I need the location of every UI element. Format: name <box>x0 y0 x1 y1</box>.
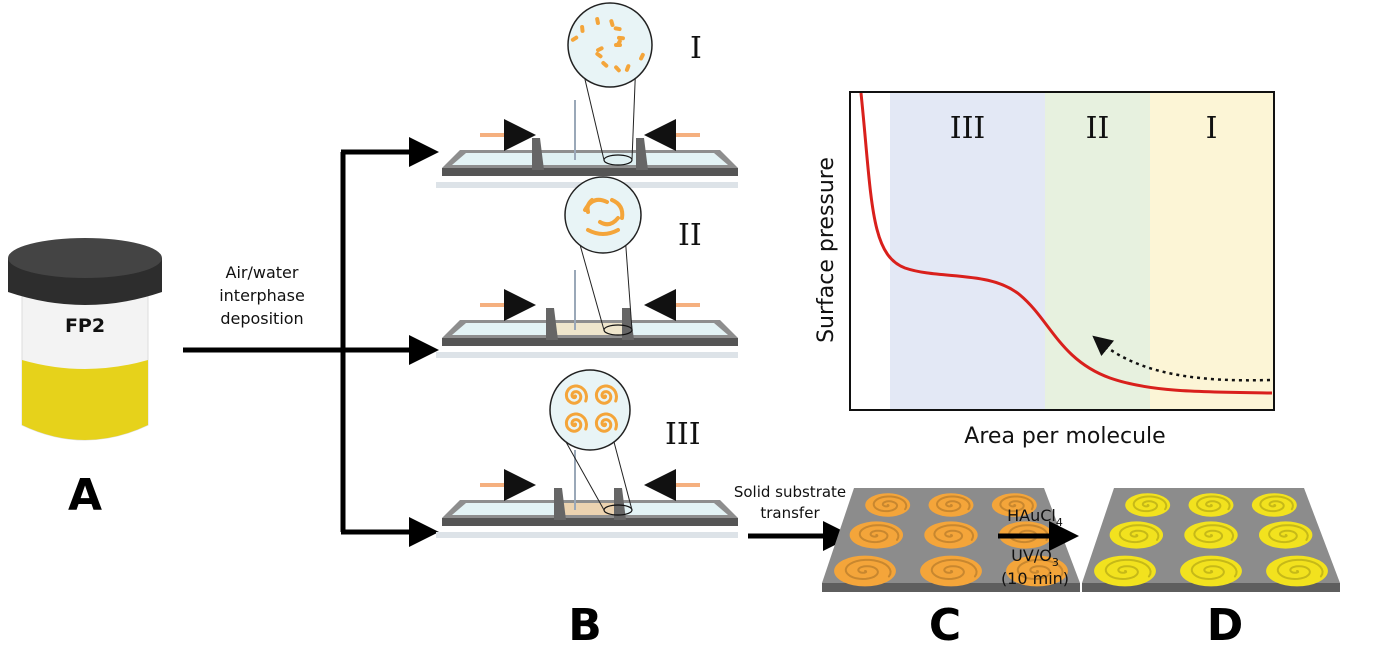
branch-arrows <box>183 137 439 547</box>
isotherm-plot: III II I <box>849 91 1275 411</box>
isotherm-xlabel: Area per molecule <box>964 424 1165 449</box>
uv-label: UV/O3 <box>1011 546 1059 569</box>
deposition-line-2: interphase <box>219 286 305 305</box>
magnifier-3 <box>549 369 631 451</box>
spiral <box>999 495 1034 513</box>
isotherm-ylabel: Surface pressure <box>814 157 839 343</box>
spiral <box>564 412 589 433</box>
stage-label-2: II <box>678 218 702 253</box>
spiral <box>1276 558 1324 581</box>
trough-stage-1: I <box>436 2 738 188</box>
panel-label-c: C <box>929 600 961 651</box>
trough-stage-2: II <box>436 176 738 358</box>
deposition-label: Air/water interphase deposition <box>219 263 305 328</box>
deposition-line-3: deposition <box>220 309 303 328</box>
spiral <box>1193 524 1235 544</box>
magnifier-1 <box>567 2 653 88</box>
spiral <box>1104 558 1152 581</box>
region-II <box>1045 93 1150 410</box>
spiral <box>564 384 589 405</box>
spiral <box>1132 495 1168 513</box>
transfer-line-2: transfer <box>760 504 820 522</box>
stage-label-1: I <box>690 31 702 66</box>
transfer-line-1: Solid substrate <box>734 483 846 501</box>
region-label-3: I <box>1206 111 1218 146</box>
spiral <box>594 412 619 433</box>
jar-label: FP2 <box>65 315 105 337</box>
panel-label-d: D <box>1207 600 1244 651</box>
spiral <box>1268 524 1309 544</box>
region-label-2: II <box>1086 111 1110 146</box>
spiral <box>1190 558 1238 581</box>
spiral <box>1259 495 1294 513</box>
substrate-d <box>1082 488 1340 592</box>
region-III <box>890 93 1045 410</box>
spiral <box>1195 495 1231 513</box>
region-label-1: III <box>950 111 986 146</box>
spiral <box>930 558 978 581</box>
spiral <box>844 558 892 581</box>
spiral <box>935 495 971 513</box>
fp2-jar: FP2 <box>8 238 162 441</box>
spiral <box>1016 558 1064 581</box>
spiral <box>872 495 908 513</box>
panel-label-b: B <box>568 600 602 651</box>
spiral <box>594 384 619 405</box>
time-label: (10 min) <box>1001 569 1069 588</box>
spiral <box>1118 524 1160 544</box>
magnifier-2 <box>564 176 642 254</box>
trough-stage-3: III <box>436 369 738 538</box>
deposition-line-1: Air/water <box>226 263 299 282</box>
isotherm-curve <box>859 92 1273 395</box>
spiral <box>858 524 900 544</box>
region-I <box>1150 93 1273 410</box>
panel-label-a: A <box>68 470 102 521</box>
spiral <box>933 524 975 544</box>
stage-label-3: III <box>665 417 701 452</box>
